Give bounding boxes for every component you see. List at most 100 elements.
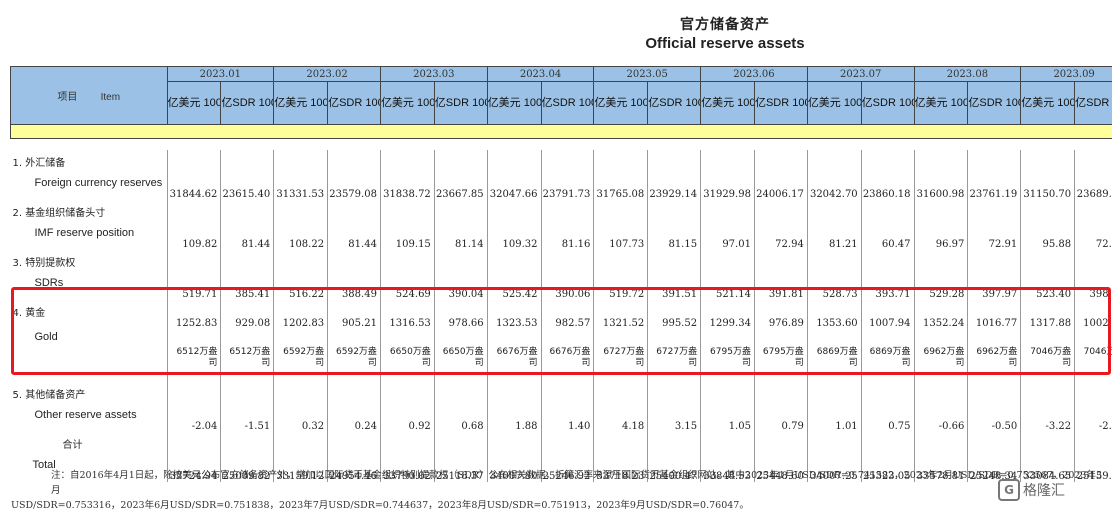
gold-ounces: 6512万盎司 xyxy=(168,347,218,369)
value-cell: 81.14 xyxy=(434,200,487,250)
value-cell: 4.18 xyxy=(594,382,648,432)
title-cn: 官方储备资产 xyxy=(0,14,1112,34)
value-cell: 109.15 xyxy=(380,200,434,250)
value-cell: 95.88 xyxy=(1021,200,1075,250)
unit-usd-header: 亿美元 100million USD xyxy=(1021,82,1075,125)
value-cell: 72.91 xyxy=(968,200,1021,250)
value-cell: -0.50 xyxy=(968,382,1021,432)
value-cell: 31838.72 xyxy=(380,150,434,200)
unit-usd-header: 亿美元 100million USD xyxy=(914,82,968,125)
month-header: 2023.06 xyxy=(701,67,808,82)
value-cell: 31150.70 xyxy=(1021,150,1075,200)
unit-usd-header: 亿美元 100million USD xyxy=(167,82,221,125)
value-cell: 529.28 xyxy=(914,250,968,300)
gold-value: 1016.77 xyxy=(968,318,1017,329)
month-header: 2023.03 xyxy=(380,67,487,82)
value-cell: 524.69 xyxy=(380,250,434,300)
gold-ounces: 7046万盎司 xyxy=(1075,347,1112,369)
value-cell: 1.88 xyxy=(487,382,541,432)
gold-value: 1299.34 xyxy=(701,318,751,329)
gold-value: 1002.21 xyxy=(1075,318,1112,329)
value-cell: 31600.98 xyxy=(914,150,968,200)
value-cell: 23791.73 xyxy=(541,150,594,200)
gold-ounces: 6727万盎司 xyxy=(648,347,697,369)
value-cell: 391.51 xyxy=(648,250,701,300)
gold-value: 978.66 xyxy=(435,318,484,329)
value-cell: 32047.66 xyxy=(487,150,541,200)
value-cell: 393.71 xyxy=(861,250,914,300)
gold-value: 1202.83 xyxy=(274,318,324,329)
value-cell: 31331.53 xyxy=(274,150,328,200)
item-header-cn: 项目 xyxy=(57,92,77,103)
value-cell: 978.66 6650万盎司 xyxy=(434,300,487,382)
unit-header-row: 亿美元 100million USD亿SDR 100million SDR亿美元… xyxy=(11,82,1112,125)
value-cell: 523.40 xyxy=(1021,250,1075,300)
row-label-cn: 合计 xyxy=(13,436,164,451)
month-header: 2023.04 xyxy=(487,67,594,82)
value-cell: 385.41 xyxy=(221,250,274,300)
item-header: 项目 Item xyxy=(11,67,168,125)
row-label-cn: 1. 外汇储备 xyxy=(13,154,164,169)
gold-ounces: 6512万盎司 xyxy=(221,347,270,369)
gold-value: 1321.52 xyxy=(594,318,644,329)
unit-usd-header: 亿美元 100million USD xyxy=(487,82,541,125)
value-cell: 0.75 xyxy=(861,382,914,432)
value-cell: 81.44 xyxy=(221,200,274,250)
value-cell: 23689.17 xyxy=(1075,150,1112,200)
row-label-en: Foreign currency reserves xyxy=(35,177,164,189)
unit-sdr-header: 亿SDR 100million SDR xyxy=(648,82,701,125)
gold-value: 982.57 xyxy=(542,318,591,329)
unit-sdr-header: 亿SDR 100million SDR xyxy=(328,82,381,125)
value-cell: 81.15 xyxy=(648,200,701,250)
gold-value: 1317.88 xyxy=(1021,318,1071,329)
value-cell: 72.91 xyxy=(1075,200,1112,250)
value-cell: 1321.52 6727万盎司 xyxy=(594,300,648,382)
value-cell: 391.81 xyxy=(754,250,807,300)
gold-ounces: 6650万盎司 xyxy=(435,347,484,369)
spacer-row xyxy=(11,139,1112,151)
value-cell: 1002.21 7046万盎司 xyxy=(1075,300,1112,382)
value-cell: 24006.17 xyxy=(754,150,807,200)
row-label-cn: 3. 特别提款权 xyxy=(13,254,164,269)
unit-usd-header: 亿美元 100million USD xyxy=(701,82,755,125)
month-header: 2023.02 xyxy=(274,67,381,82)
month-header: 2023.01 xyxy=(167,67,274,82)
value-cell: 1016.77 6962万盎司 xyxy=(968,300,1021,382)
reserve-table: 项目 Item 2023.01 2023.02 2023.03 2023.04 … xyxy=(10,66,1112,482)
value-cell: 390.06 xyxy=(541,250,594,300)
unit-sdr-header: 亿SDR 100million SDR xyxy=(861,82,914,125)
gold-ounces: 6962万盎司 xyxy=(915,347,965,369)
value-cell: 97.01 xyxy=(701,200,755,250)
gold-value: 1007.94 xyxy=(862,318,911,329)
value-cell: 1.05 xyxy=(701,382,755,432)
value-cell: 397.97 xyxy=(968,250,1021,300)
value-cell: 398.03 xyxy=(1075,250,1112,300)
gold-ounces: 6676万盎司 xyxy=(488,347,538,369)
value-cell: 60.47 xyxy=(861,200,914,250)
month-header: 2023.07 xyxy=(807,67,914,82)
gold-ounces: 6727万盎司 xyxy=(594,347,644,369)
value-cell: 31765.08 xyxy=(594,150,648,200)
value-cell: 23761.19 xyxy=(968,150,1021,200)
value-cell: 519.71 xyxy=(167,250,221,300)
value-cell: 81.44 xyxy=(328,200,381,250)
gold-ounces: 6962万盎司 xyxy=(968,347,1017,369)
month-header: 2023.08 xyxy=(914,67,1021,82)
value-cell: 528.73 xyxy=(807,250,861,300)
watermark-text: 格隆汇 xyxy=(1023,480,1065,500)
